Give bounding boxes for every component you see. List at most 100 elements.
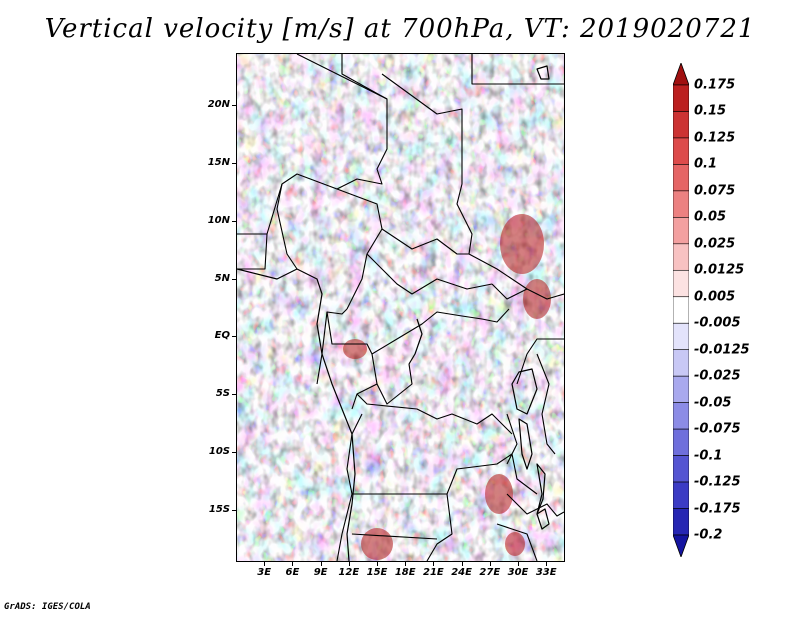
boundary-line [237, 233, 268, 270]
lat-tick-label: 20N [207, 99, 230, 111]
colorbar-bin [673, 84, 689, 112]
river-outline [408, 318, 423, 365]
boundary-line [336, 188, 383, 310]
velocity-field-streaks [237, 54, 564, 561]
lat-tick-mark [232, 162, 236, 164]
colorbar-bin [673, 190, 689, 218]
colorbar-label: 0.125 [694, 130, 736, 146]
lat-tick-mark [232, 220, 236, 222]
lat-tick-mark [232, 452, 236, 454]
lat-tick-mark [232, 336, 236, 338]
plot-title: Vertical velocity [m/s] at 700hPa, VT: 2… [44, 14, 756, 44]
colorbar-bin [673, 402, 689, 430]
lat-tick-mark [232, 394, 236, 396]
lon-tick-mark [518, 562, 519, 566]
lat-tick-mark [232, 278, 236, 280]
boundary-line [496, 523, 538, 561]
colorbar-bin [673, 269, 689, 298]
colorbar-label: -0.175 [694, 501, 741, 517]
colorbar-label: -0.0125 [694, 342, 750, 358]
colorbar-label: -0.075 [694, 421, 741, 437]
lon-tick-label: 27E [479, 567, 501, 578]
lake-shore [536, 463, 546, 515]
boundary-line [506, 413, 518, 465]
lon-tick-label: 15E [366, 567, 388, 578]
boundary-line [356, 393, 513, 435]
boundary-line [426, 493, 453, 561]
lon-tick-label: 3E [257, 567, 272, 578]
boundary-line [366, 253, 493, 295]
boundary-line [516, 338, 564, 385]
lat-tick-label: 10N [207, 214, 230, 226]
colorbar-label: 0.05 [694, 209, 727, 225]
boundary-line [381, 73, 473, 255]
lon-tick-mark [489, 562, 491, 566]
lake-shore [536, 508, 550, 530]
boundary-line [381, 228, 528, 290]
colorbar-bin [673, 428, 689, 456]
lat-tick-label: EQ [214, 330, 230, 342]
colorbar-bin [673, 481, 689, 509]
lat-tick-label: 10S [208, 446, 230, 458]
lat-tick-label: 15N [207, 156, 230, 168]
lake-shore [511, 368, 538, 415]
colorbar-label: -0.025 [694, 368, 741, 384]
colorbar-bin [673, 349, 689, 377]
lon-tick-label: 12E [338, 567, 360, 578]
colorbar-top-arrow [673, 63, 689, 86]
grads-credit: GrADS: IGES/COLA [4, 602, 91, 612]
lon-tick-mark [461, 562, 463, 566]
boundary-line [376, 363, 413, 405]
colorbar-bin [673, 111, 689, 139]
colorbar-label: -0.2 [694, 527, 723, 543]
country-boundaries [237, 54, 564, 561]
lon-tick-mark [433, 562, 435, 566]
colorbar-bin [673, 296, 689, 324]
map-panel [236, 53, 565, 562]
lon-tick-label: 24E [451, 567, 472, 578]
colorbar-bin [673, 137, 689, 165]
colorbar-label: 0.005 [694, 289, 736, 305]
colorbar-bin [673, 508, 689, 536]
lon-tick-mark [292, 562, 294, 566]
coastline-and-lakes [237, 65, 550, 561]
colorbar-label: -0.1 [694, 448, 723, 464]
lon-tick-mark [264, 562, 266, 566]
boundary-line [536, 353, 556, 455]
lake-shore [536, 65, 550, 80]
lat-tick-label: 15S [208, 503, 230, 515]
colorbar-label: -0.125 [694, 474, 741, 490]
colorbar-label: 0.0125 [694, 262, 745, 278]
colorbar-label: -0.005 [694, 315, 741, 331]
lon-tick-mark [546, 562, 548, 566]
lat-tick-label: 5N [214, 272, 230, 284]
lon-tick-label: 6E [285, 567, 300, 578]
colorbar-bin [673, 375, 689, 403]
lon-tick-label: 21E [423, 567, 444, 578]
colorbar-label: 0.025 [694, 236, 736, 252]
boundary-line [371, 308, 510, 355]
lon-tick-label: 9E [313, 567, 328, 578]
boundary-line [326, 308, 378, 410]
colorbar-label: 0.175 [694, 77, 736, 93]
colorbar-bin [673, 217, 689, 245]
boundary-line [276, 183, 298, 270]
colorbar-bin [673, 164, 689, 192]
lat-tick-mark [232, 509, 236, 511]
boundary-line [351, 533, 438, 540]
lake-shore [518, 418, 533, 470]
boundary-line [296, 54, 388, 100]
lat-tick-label: 5S [215, 388, 230, 400]
strong-updraft-patches [343, 214, 551, 560]
colorbar-bottom-arrow [673, 534, 689, 557]
lon-tick-mark [348, 562, 350, 566]
colorbar-label: -0.05 [694, 395, 732, 411]
lon-tick-label: 33E [535, 567, 557, 578]
lon-tick-mark [405, 562, 407, 566]
lon-tick-label: 18E [394, 567, 416, 578]
colorbar-label: 0.15 [694, 103, 727, 119]
boundary-line [491, 283, 564, 300]
boundary-line [336, 413, 363, 561]
lon-tick-mark [320, 562, 322, 566]
colorbar-bin [673, 455, 689, 483]
